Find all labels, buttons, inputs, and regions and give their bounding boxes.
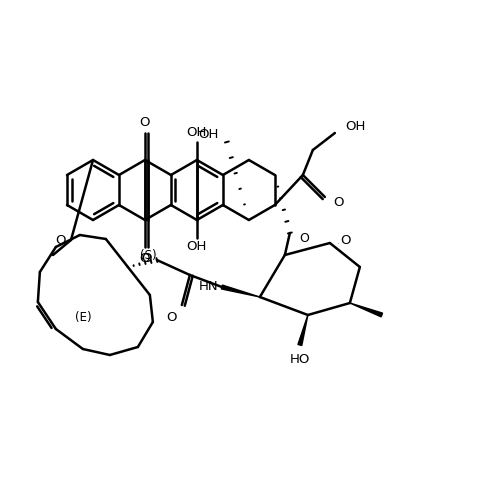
Text: OH: OH bbox=[198, 128, 219, 141]
Text: O: O bbox=[142, 252, 152, 265]
Text: O: O bbox=[340, 235, 350, 247]
Text: OH: OH bbox=[186, 127, 207, 140]
Polygon shape bbox=[222, 285, 260, 297]
Text: OH: OH bbox=[186, 241, 207, 254]
Text: O: O bbox=[299, 232, 308, 245]
Text: (E): (E) bbox=[74, 311, 91, 324]
Text: O: O bbox=[56, 233, 66, 246]
Text: O: O bbox=[140, 115, 150, 128]
Text: O: O bbox=[140, 252, 150, 265]
Text: O: O bbox=[333, 197, 344, 210]
Polygon shape bbox=[350, 303, 382, 317]
Text: O: O bbox=[166, 311, 177, 324]
Text: (S): (S) bbox=[140, 248, 156, 261]
Polygon shape bbox=[298, 315, 308, 345]
Text: HO: HO bbox=[290, 353, 310, 366]
Text: OH: OH bbox=[345, 120, 365, 133]
Text: HN: HN bbox=[199, 281, 219, 294]
